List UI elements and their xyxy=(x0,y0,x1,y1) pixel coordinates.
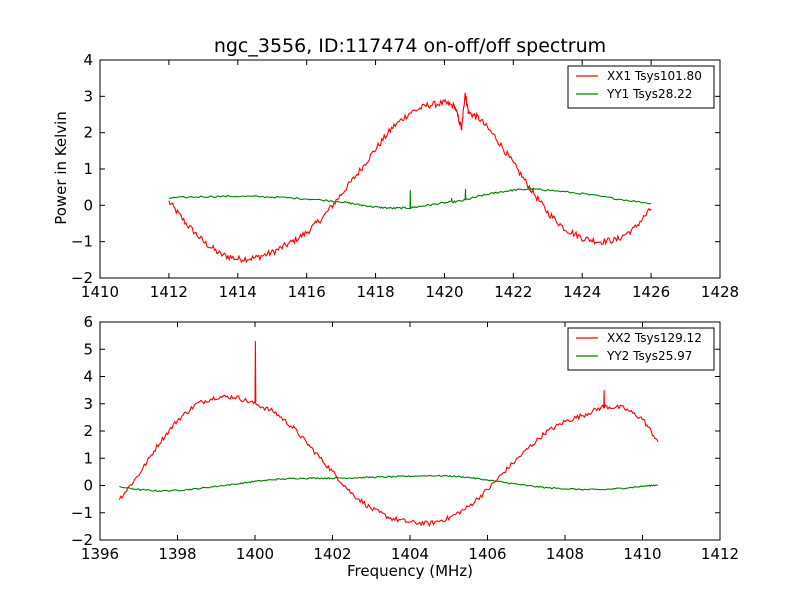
series-line-yy xyxy=(119,474,659,493)
y-tick-label: 0 xyxy=(83,477,93,495)
x-tick-label: 1420 xyxy=(425,283,463,301)
y-tick-label: 4 xyxy=(83,368,93,386)
y-tick-label: 4 xyxy=(83,51,93,69)
y-tick-label: 6 xyxy=(83,313,93,331)
x-tick-label: 1416 xyxy=(288,283,326,301)
x-tick-label: 1414 xyxy=(219,283,257,301)
x-tick-label: 1406 xyxy=(468,545,506,563)
x-tick-label: 1424 xyxy=(563,283,601,301)
legend-label: XX2 Tsys129.12 xyxy=(607,331,702,345)
legend-label: YY1 Tsys28.22 xyxy=(606,87,692,101)
legend-box xyxy=(567,65,715,109)
series-line-xx xyxy=(118,341,659,528)
x-tick-label: 1410 xyxy=(81,283,119,301)
x-tick-label: 1404 xyxy=(391,545,429,563)
x-tick-label: 1412 xyxy=(150,283,188,301)
y-tick-label: 3 xyxy=(83,87,93,105)
y-tick-label: −2 xyxy=(71,269,93,287)
x-tick-label: 1428 xyxy=(701,283,739,301)
series-line-xx xyxy=(168,92,652,264)
legend-box xyxy=(567,327,715,371)
x-tick-label: 1396 xyxy=(81,545,119,563)
y-tick-label: −1 xyxy=(71,233,93,251)
y-axis-label: Power in Kelvin xyxy=(52,111,70,225)
chart-title: ngc_3556, ID:117474 on-off/off spectrum xyxy=(214,35,606,57)
x-tick-label: 1398 xyxy=(158,545,196,563)
x-tick-label: 1412 xyxy=(701,545,739,563)
x-tick-label: 1426 xyxy=(632,283,670,301)
x-tick-label: 1418 xyxy=(356,283,394,301)
y-tick-label: −2 xyxy=(71,531,93,549)
legend-label: XX1 Tsys101.80 xyxy=(607,69,702,83)
y-tick-label: 0 xyxy=(83,196,93,214)
series-line-yy xyxy=(168,187,652,210)
bottom-plot-panel: 1396 1398 1400 1402 1404 1406 1408 1410 1412−2−1… xyxy=(71,313,739,563)
x-axis-label: Frequency (MHz) xyxy=(347,562,473,580)
y-tick-label: 1 xyxy=(83,449,93,467)
legend-label: YY2 Tsys25.97 xyxy=(606,349,692,363)
x-tick-label: 1410 xyxy=(623,545,661,563)
y-tick-label: 2 xyxy=(83,124,93,142)
y-tick-label: −1 xyxy=(71,504,93,522)
x-tick-label: 1408 xyxy=(546,545,584,563)
y-tick-label: 5 xyxy=(83,340,93,358)
y-tick-label: 1 xyxy=(83,160,93,178)
x-tick-label: 1400 xyxy=(236,545,274,563)
y-tick-label: 3 xyxy=(83,395,93,413)
y-tick-label: 2 xyxy=(83,422,93,440)
x-tick-label: 1422 xyxy=(494,283,532,301)
x-tick-label: 1402 xyxy=(313,545,351,563)
top-plot-panel: 1410 1412 1414 1416 1418 1420 1422 1424 1426 1428… xyxy=(71,51,739,301)
